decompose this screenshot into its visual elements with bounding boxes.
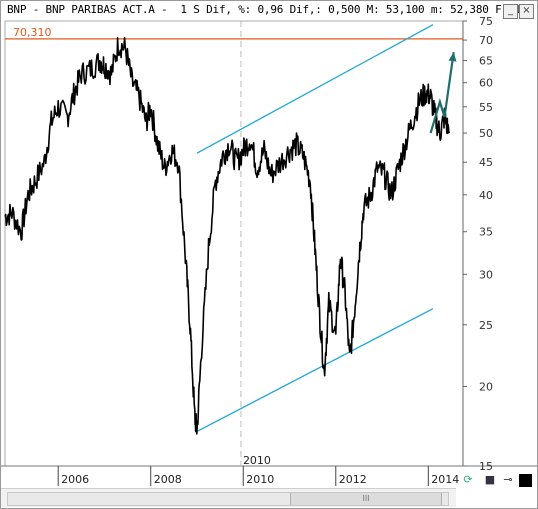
y-tick-label: 35	[479, 226, 493, 239]
trend-lower-line	[196, 308, 434, 432]
minimize-button[interactable]: _	[503, 4, 518, 19]
x-axis: 2006 2008 2010 2012 2014 2010	[57, 454, 459, 486]
price-line	[4, 36, 450, 435]
y-tick-label: 25	[479, 319, 493, 332]
scroll-track[interactable]: III	[7, 492, 449, 506]
y-tick-label: 75	[479, 15, 493, 28]
y-tick-label: 15	[479, 460, 493, 473]
y-tick-label: 55	[479, 101, 493, 114]
y-tick-label: 65	[479, 55, 493, 68]
y-tick-label: 40	[479, 189, 493, 202]
projection-group[interactable]	[429, 52, 457, 134]
vertical-marker-label: 2010	[243, 454, 271, 467]
refresh-icon[interactable]: ⟳	[463, 473, 473, 486]
y-tick-label: 70	[479, 34, 493, 47]
x-tick-label: 2012	[339, 473, 367, 486]
x-tick-label: 2008	[154, 473, 182, 486]
trend-lines[interactable]	[196, 24, 434, 432]
close-button[interactable]: ×	[519, 4, 534, 19]
x-tick-label: 2010	[246, 473, 274, 486]
y-tick-label: 45	[479, 156, 493, 169]
trend-upper-line	[196, 24, 434, 154]
y-tick-label: 20	[479, 380, 493, 393]
color-swatch[interactable]	[519, 474, 532, 487]
price-series	[4, 36, 450, 435]
reference-line-group: 70,310	[5, 26, 463, 40]
x-tick-label: 2014	[431, 473, 459, 486]
scroll-thumb[interactable]: III	[290, 493, 442, 505]
save-icon[interactable]: ■	[484, 473, 496, 486]
y-tick-label: 50	[479, 127, 493, 140]
projection-line	[429, 52, 455, 134]
pin-icon[interactable]: ⊸	[503, 473, 513, 486]
y-axis: 15 20 25 30 35 40 45 50 55 60 65 70 75	[462, 15, 493, 473]
horizontal-scrollbar[interactable]: III	[1, 488, 456, 507]
reference-label: 70,310	[13, 26, 52, 39]
chart-header: BNP - BNP PARIBAS ACT.A - 1 S Dif, %: 0,…	[7, 3, 534, 16]
y-tick-label: 60	[479, 77, 493, 90]
y-tick-label: 30	[479, 268, 493, 281]
projection-arrowhead	[448, 52, 457, 62]
grid	[1, 20, 537, 467]
x-tick-label: 2006	[61, 473, 89, 486]
